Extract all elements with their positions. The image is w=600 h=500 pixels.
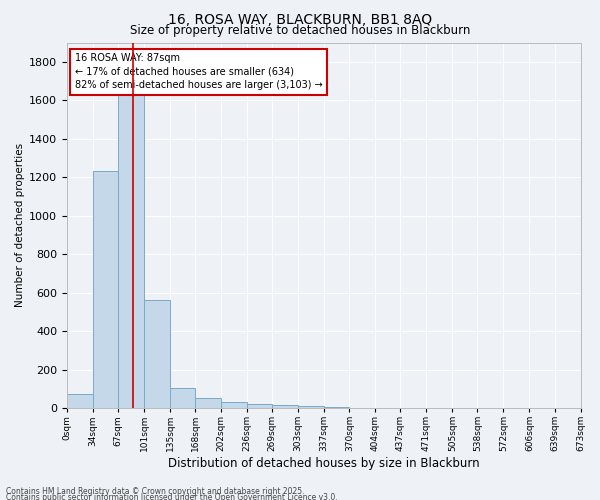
X-axis label: Distribution of detached houses by size in Blackburn: Distribution of detached houses by size … xyxy=(168,457,479,470)
Bar xyxy=(170,388,195,408)
Text: Contains public sector information licensed under the Open Government Licence v3: Contains public sector information licen… xyxy=(6,492,338,500)
Bar xyxy=(144,300,170,408)
Bar xyxy=(93,172,118,408)
Text: Size of property relative to detached houses in Blackburn: Size of property relative to detached ho… xyxy=(130,24,470,37)
Text: 16 ROSA WAY: 87sqm
← 17% of detached houses are smaller (634)
82% of semi-detach: 16 ROSA WAY: 87sqm ← 17% of detached hou… xyxy=(75,54,322,90)
Bar xyxy=(247,404,272,408)
Bar xyxy=(272,404,298,408)
Bar xyxy=(67,394,93,408)
Bar xyxy=(195,398,221,408)
Text: Contains HM Land Registry data © Crown copyright and database right 2025.: Contains HM Land Registry data © Crown c… xyxy=(6,487,305,496)
Bar xyxy=(118,85,144,408)
Y-axis label: Number of detached properties: Number of detached properties xyxy=(15,144,25,308)
Bar xyxy=(324,407,349,408)
Bar xyxy=(298,406,324,408)
Bar xyxy=(221,402,247,408)
Text: 16, ROSA WAY, BLACKBURN, BB1 8AQ: 16, ROSA WAY, BLACKBURN, BB1 8AQ xyxy=(168,12,432,26)
